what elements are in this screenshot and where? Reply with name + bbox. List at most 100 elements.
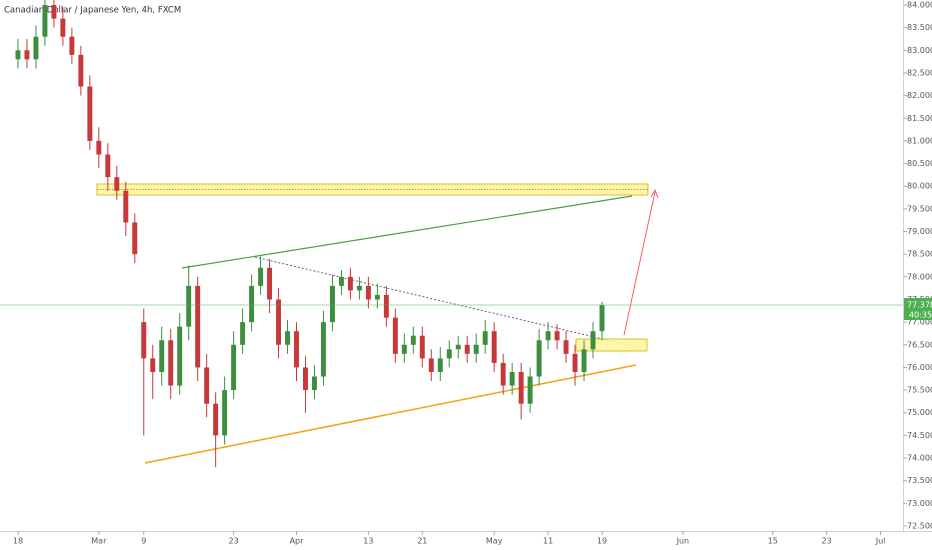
candle-body	[231, 344, 237, 391]
candle-body	[87, 86, 93, 141]
candle-body	[545, 331, 551, 341]
candle-body	[563, 340, 569, 354]
y-tick-label: 77.000	[907, 318, 932, 327]
candle-body	[491, 331, 497, 363]
x-tick-label: 9	[141, 537, 146, 546]
support-trendline	[144, 364, 637, 464]
candle-body	[240, 322, 246, 345]
candle-body	[105, 154, 111, 178]
candle-body	[428, 358, 434, 372]
x-tick-label: 11	[543, 537, 553, 546]
candle-body	[24, 50, 30, 60]
x-tick-label: 13	[363, 537, 373, 546]
countdown-label: 40:35	[909, 311, 932, 320]
x-tick-label: Apr	[290, 537, 305, 546]
candle-body	[204, 367, 210, 404]
x-tick-label: Mar	[91, 537, 107, 546]
y-tick-label: 74.500	[907, 431, 932, 440]
candle-body	[249, 285, 255, 323]
candle-body	[60, 18, 66, 37]
candle-body	[554, 331, 560, 341]
y-tick-label: 75.500	[907, 386, 932, 395]
candle-body	[338, 276, 344, 286]
candles	[15, 0, 605, 468]
candle-body	[303, 367, 308, 391]
candle-body	[572, 353, 578, 372]
candle-body	[374, 294, 380, 300]
y-tick-label: 75.000	[907, 408, 932, 417]
candle-body	[276, 299, 282, 345]
y-tick-label: 78.500	[907, 250, 932, 259]
y-tick-label: 73.000	[907, 499, 932, 508]
candle-body	[42, 4, 48, 37]
candle-body	[446, 349, 452, 359]
candle-body	[213, 403, 219, 436]
candle-body	[294, 331, 299, 368]
x-tick-label: 19	[597, 537, 607, 546]
candle-body	[401, 344, 407, 354]
upper-trendline	[181, 195, 633, 269]
candle-body	[258, 267, 264, 286]
candle-body	[150, 358, 156, 372]
candle-body	[78, 54, 84, 87]
candle-body	[455, 344, 461, 350]
y-tick-label: 73.500	[907, 476, 932, 485]
candle-body	[312, 376, 317, 391]
candle-body	[599, 305, 605, 332]
last-price-box	[904, 298, 932, 321]
candle-body	[473, 344, 479, 354]
candle-body	[518, 371, 524, 404]
candle-body	[392, 317, 398, 354]
y-tick-label: 83.500	[907, 23, 932, 32]
x-tick-label: Jul	[875, 537, 886, 546]
candle-body	[15, 50, 21, 60]
x-tick-label: 23	[822, 537, 832, 546]
candle-body	[419, 335, 425, 359]
candle-body	[383, 294, 389, 318]
candle-body	[96, 140, 102, 155]
candle-body	[581, 349, 587, 372]
y-tick-label: 84.000	[907, 0, 932, 9]
x-tick-label: 18	[13, 537, 23, 546]
y-tick-label: 76.500	[907, 340, 932, 349]
candle-body	[590, 331, 596, 350]
target-arrow	[623, 191, 656, 336]
candle-body	[114, 177, 120, 191]
candle-body	[509, 371, 515, 386]
y-tick-label: 72.500	[907, 522, 932, 531]
y-tick-label: 81.000	[907, 136, 932, 145]
y-tick-label: 83.000	[907, 46, 932, 55]
y-tick-label: 80.000	[907, 182, 932, 191]
candle-body	[410, 335, 416, 345]
y-tick-label: 82.500	[907, 68, 932, 77]
y-tick-label: 78.000	[907, 272, 932, 281]
candle-body	[195, 285, 201, 368]
candle-body	[285, 331, 290, 345]
candle-body	[132, 222, 138, 255]
candle-body	[347, 276, 353, 291]
candle-body	[500, 362, 506, 386]
descending-trendline	[254, 256, 638, 348]
y-tick-label: 76.000	[907, 363, 932, 372]
annotations	[96, 183, 659, 464]
candle-body	[141, 322, 147, 359]
candle-body	[437, 358, 443, 372]
y-tick-label: 80.500	[907, 159, 932, 168]
x-tick-label: 21	[417, 537, 427, 546]
candle-body	[464, 344, 470, 354]
x-tick-label: 15	[768, 537, 778, 546]
candle-body	[536, 340, 542, 377]
x-tick-label: Jun	[676, 537, 690, 546]
candle-body	[33, 36, 39, 60]
y-tick-label: 79.000	[907, 227, 932, 236]
candle-body	[123, 190, 129, 223]
y-tick-label: 82.000	[907, 91, 932, 100]
candle-body	[51, 4, 57, 19]
candle-body	[482, 331, 488, 345]
candle-body	[69, 36, 75, 55]
candle-body	[356, 285, 362, 291]
candle-body	[329, 285, 335, 323]
breakout-zone	[575, 338, 648, 352]
candle-body	[177, 326, 183, 386]
